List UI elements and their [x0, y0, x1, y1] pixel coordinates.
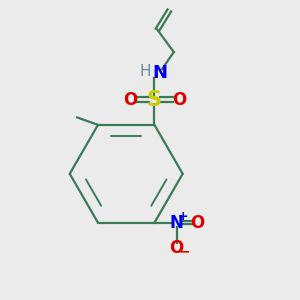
Text: O: O: [123, 91, 137, 109]
Text: +: +: [178, 210, 189, 223]
Text: N: N: [152, 64, 167, 82]
Text: O: O: [172, 91, 186, 109]
Text: O: O: [169, 239, 184, 257]
Text: S: S: [147, 90, 162, 110]
Text: O: O: [190, 214, 205, 232]
Text: −: −: [178, 244, 190, 258]
Text: H: H: [140, 64, 151, 79]
Text: N: N: [170, 214, 184, 232]
